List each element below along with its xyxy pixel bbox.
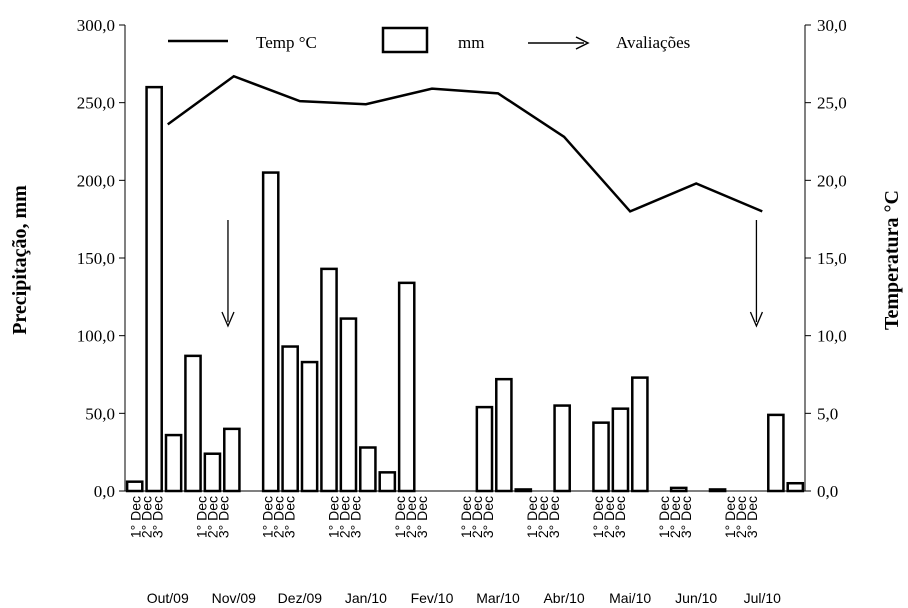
precipitation-bar: [300, 360, 319, 493]
legend-bar-swatch: [381, 26, 429, 54]
precipitation-bar: [592, 421, 610, 493]
precipitation-bar: [320, 267, 338, 493]
precipitation-bar: [339, 317, 358, 493]
month-label: Fev/10: [411, 590, 454, 606]
decade-label: 1° Dec: [326, 496, 342, 538]
left-tick-label: 0,0: [94, 482, 115, 501]
precipitation-bar: [397, 281, 416, 493]
decade-label: 3° Dec: [150, 496, 166, 538]
month-label: Abr/10: [543, 590, 584, 606]
decade-label: 1° Dec: [128, 496, 144, 538]
decade-label: 1° Dec: [656, 496, 672, 538]
precipitation-bars: [125, 85, 805, 493]
decade-label: 3° Dec: [480, 496, 496, 538]
decade-label: 1° Dec: [260, 496, 276, 538]
legend-arrow-head: [575, 36, 590, 50]
right-tick-label: 20,0: [817, 171, 847, 190]
decade-label: 3° Dec: [744, 496, 760, 538]
decade-label: 1° Dec: [590, 496, 606, 538]
month-label: Jun/10: [675, 590, 717, 606]
evaluation-arrow-head: [221, 311, 235, 328]
legend-line-label: Temp °C: [256, 33, 317, 52]
legend-arrow-label: Avaliações: [616, 33, 690, 52]
decade-label: 2° Dec: [733, 496, 749, 538]
precipitation-bar: [475, 405, 494, 493]
decade-label: 2° Dec: [403, 496, 419, 538]
axes: [119, 24, 811, 492]
precipitation-bar: [281, 345, 299, 493]
left-tick-label: 100,0: [77, 327, 115, 346]
precipitation-bar: [708, 488, 727, 493]
decade-label: 2° Dec: [205, 496, 221, 538]
decade-label: 3° Dec: [414, 496, 430, 538]
right-tick-label: 5,0: [817, 404, 838, 423]
month-label: Nov/09: [212, 590, 257, 606]
precipitation-bar: [495, 377, 513, 493]
decade-label: 3° Dec: [282, 496, 298, 538]
precipitation-bar: [203, 452, 222, 493]
right-tick-label: 25,0: [817, 94, 847, 113]
precipitation-bar: [611, 407, 630, 493]
decade-label: 3° Dec: [546, 496, 562, 538]
precipitation-bar: [669, 486, 688, 493]
decade-label: 2° Dec: [601, 496, 617, 538]
legend: Temp °C mm Avaliações: [168, 26, 690, 54]
decade-label: 2° Dec: [469, 496, 485, 538]
month-label: Dez/09: [278, 590, 323, 606]
precipitation-bar: [125, 480, 144, 493]
left-tick-label: 300,0: [77, 16, 115, 35]
decade-label: 2° Dec: [535, 496, 551, 538]
precipitation-bar: [514, 488, 533, 493]
temperature-line: [167, 74, 763, 213]
decade-label: 1° Dec: [458, 496, 474, 538]
precipitation-bar: [767, 413, 785, 493]
decade-label: 3° Dec: [612, 496, 628, 538]
decade-label: 1° Dec: [722, 496, 738, 538]
temperature-line-group: [167, 74, 764, 328]
left-tick-label: 200,0: [77, 171, 115, 190]
evaluation-arrow-head: [749, 311, 764, 328]
decade-label: 2° Dec: [667, 496, 683, 538]
decade-label: 2° Dec: [271, 496, 287, 538]
precipitation-bar: [261, 171, 280, 493]
left-tick-label: 50,0: [85, 404, 115, 423]
decade-label: 2° Dec: [337, 496, 353, 538]
legend-bar-label: mm: [458, 33, 484, 52]
month-label: Out/09: [147, 590, 189, 606]
precipitation-bar: [359, 446, 377, 493]
right-tick-label: 0,0: [817, 482, 838, 501]
precipitation-bar: [378, 471, 397, 493]
precipitation-bar: [631, 376, 649, 493]
right-tick-label: 10,0: [817, 327, 847, 346]
precipitation-bar: [223, 427, 241, 493]
decade-label: 1° Dec: [524, 496, 540, 538]
precipitation-bar: [553, 404, 571, 493]
right-tick-label: 15,0: [817, 249, 847, 268]
left-tick-label: 250,0: [77, 94, 115, 113]
month-label: Mar/10: [476, 590, 520, 606]
left-axis-title: Precipitação, mm: [9, 185, 31, 335]
decade-label: 3° Dec: [216, 496, 232, 538]
decade-label: 3° Dec: [678, 496, 694, 538]
month-label: Mai/10: [609, 590, 651, 606]
precipitation-bar: [184, 354, 202, 493]
tick-labels: 0,0 0,0 50,0 5,0 100,0 10,0 150,0 15,0 200,0 20,0…: [77, 16, 847, 501]
decade-label: 1° Dec: [194, 496, 210, 538]
decade-label: 2° Dec: [139, 496, 155, 538]
precipitation-bar: [164, 433, 183, 493]
right-tick-label: 30,0: [817, 16, 847, 35]
left-tick-label: 150,0: [77, 249, 115, 268]
decade-label: 3° Dec: [348, 496, 364, 538]
decade-label: 1° Dec: [392, 496, 408, 538]
right-axis-title: Temperatura °C: [881, 190, 903, 330]
month-label: Jul/10: [744, 590, 782, 606]
precipitation-bar: [786, 481, 805, 493]
month-label: Jan/10: [345, 590, 387, 606]
precipitation-bar: [145, 85, 163, 493]
